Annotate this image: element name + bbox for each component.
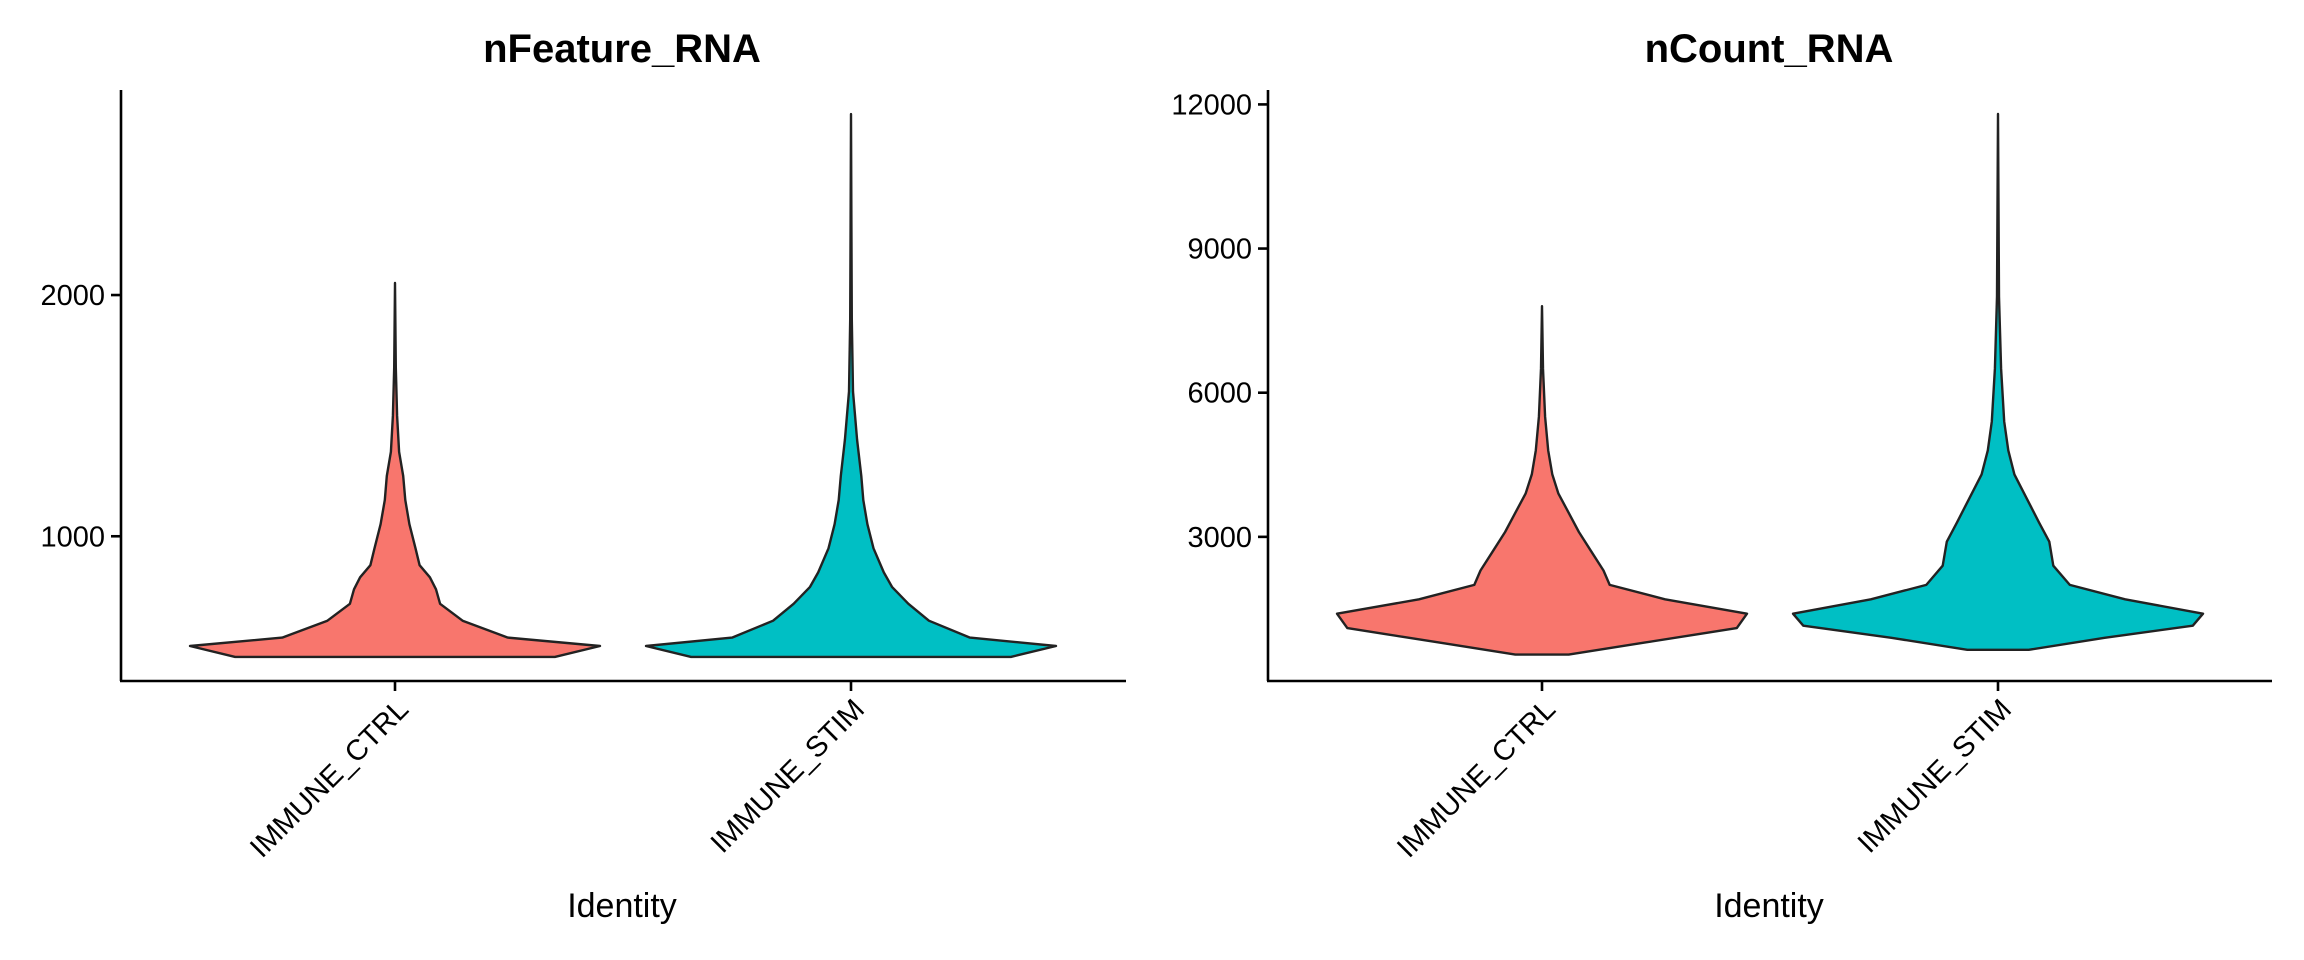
x-axis-title: Identity	[567, 887, 677, 925]
violin-immune-ctrl	[1335, 305, 1749, 656]
x-tick-label: IMMUNE_STIM	[1852, 693, 2018, 859]
x-axis-title: Identity	[1714, 887, 1824, 925]
y-tick-label: 2000	[40, 280, 105, 312]
panel-title: nFeature_RNA	[483, 27, 761, 71]
violin-immune-stim	[1791, 112, 2205, 651]
y-tick-label: 1000	[40, 521, 105, 553]
y-tick-label: 12000	[1171, 89, 1252, 121]
y-tick-label: 3000	[1187, 522, 1252, 554]
y-tick-label: 9000	[1187, 234, 1252, 266]
violin-group	[188, 112, 1058, 659]
y-axis-ticks: 1000 2000	[40, 280, 121, 553]
violin-group	[1335, 112, 2205, 656]
y-tick-label: 6000	[1187, 378, 1252, 410]
x-axis-ticks: IMMUNE_CTRL IMMUNE_STIM	[244, 681, 871, 864]
y-axis-ticks: 3000 6000 9000 12000	[1171, 89, 1268, 554]
x-tick-label: IMMUNE_CTRL	[1391, 693, 1562, 864]
x-tick-label: IMMUNE_CTRL	[244, 693, 415, 864]
violin-immune-stim	[644, 112, 1058, 659]
violin-panel-ncount: nCount_RNA 3000 6000 9000 12000 IMMUNE_CTRL…	[1171, 27, 2272, 925]
panel-title: nCount_RNA	[1645, 27, 1894, 71]
violin-immune-ctrl	[188, 281, 602, 659]
x-tick-label: IMMUNE_STIM	[705, 693, 871, 859]
x-axis-ticks: IMMUNE_CTRL IMMUNE_STIM	[1391, 681, 2018, 864]
